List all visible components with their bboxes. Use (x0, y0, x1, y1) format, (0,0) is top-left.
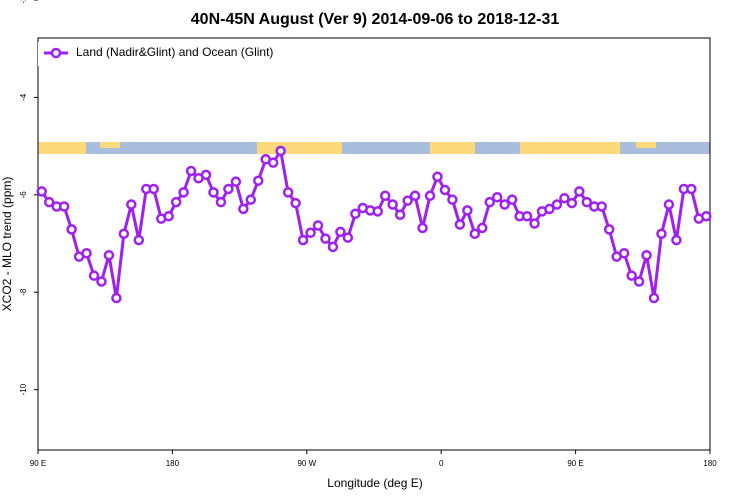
point (208, 187, 219, 198)
point (320, 233, 331, 244)
point (58, 201, 70, 212)
point (641, 249, 652, 261)
point (701, 210, 712, 222)
point (439, 184, 451, 196)
point (491, 191, 503, 203)
point (245, 194, 257, 205)
point (387, 199, 398, 210)
point (671, 234, 682, 246)
point (402, 195, 413, 206)
point (417, 222, 428, 234)
point (454, 219, 466, 230)
point (66, 224, 77, 235)
point (544, 203, 555, 215)
point (297, 234, 309, 246)
point (282, 187, 294, 198)
point (230, 176, 242, 187)
point (267, 157, 279, 168)
point (111, 292, 122, 304)
x-tick-label: 180 (703, 459, 717, 468)
point (626, 270, 637, 281)
point (477, 222, 488, 234)
point (633, 276, 645, 287)
x-axis-label: Longitude (deg E) (327, 476, 422, 490)
x-tick-label: 0 (439, 459, 444, 468)
point (648, 292, 660, 304)
x-tick-label: 180 (166, 459, 180, 468)
y-tick-label: -6 (19, 191, 28, 199)
point (603, 224, 615, 235)
point (529, 218, 540, 229)
point (163, 210, 174, 222)
point (596, 201, 607, 212)
point (96, 276, 107, 287)
point (327, 241, 339, 253)
point (253, 175, 264, 186)
point (559, 192, 570, 204)
point (424, 190, 436, 202)
point (126, 199, 137, 210)
point (499, 199, 510, 210)
chart-title: 40N-45N August (Ver 9) 2014-09-06 to 201… (191, 11, 560, 28)
point (312, 220, 324, 231)
point (551, 199, 563, 210)
point (394, 209, 406, 221)
x-tick-label: 90 E (567, 459, 583, 468)
plot-frame (37, 37, 711, 451)
point (506, 194, 518, 205)
point (200, 169, 212, 181)
point (215, 196, 227, 208)
point (81, 248, 92, 259)
point (36, 186, 47, 197)
point (521, 210, 533, 222)
point (133, 234, 145, 246)
point (170, 196, 182, 208)
point (148, 183, 159, 195)
point (178, 187, 189, 198)
point (409, 190, 421, 202)
land-ocean-strip (38, 142, 710, 154)
point (238, 203, 249, 215)
x-tick-label: 90 E (30, 459, 46, 468)
x-tick-label: 90 W (297, 459, 316, 468)
y-tick-label: -10 (19, 383, 28, 395)
point (350, 208, 361, 220)
point (618, 248, 630, 259)
point (462, 205, 473, 216)
point (335, 226, 346, 238)
point (223, 183, 234, 195)
point (88, 270, 100, 281)
point (43, 196, 55, 208)
point (379, 190, 391, 202)
point (342, 232, 354, 243)
y-tick-label: -2 (19, 0, 28, 4)
legend-marker (50, 47, 62, 59)
point (275, 145, 286, 157)
point (432, 171, 443, 183)
point (469, 228, 481, 240)
point (305, 227, 316, 239)
legend (38, 42, 310, 66)
point (656, 228, 667, 240)
point (484, 196, 495, 208)
point (566, 197, 578, 209)
series-line (40, 146, 707, 299)
point (663, 199, 675, 210)
point (447, 194, 458, 205)
y-axis-label: XCO2 - MLO trend (ppm) (0, 177, 14, 312)
point (118, 228, 130, 240)
point (185, 165, 197, 177)
legend-label: Land (Nadir&Glint) and Ocean (Glint) (76, 45, 273, 59)
point (574, 186, 585, 197)
y-tick-label: -4 (19, 93, 28, 101)
point (290, 197, 301, 209)
y-tick-label: -8 (19, 288, 28, 296)
point (372, 206, 383, 217)
point (103, 249, 115, 261)
point (581, 196, 593, 208)
point (686, 183, 697, 195)
